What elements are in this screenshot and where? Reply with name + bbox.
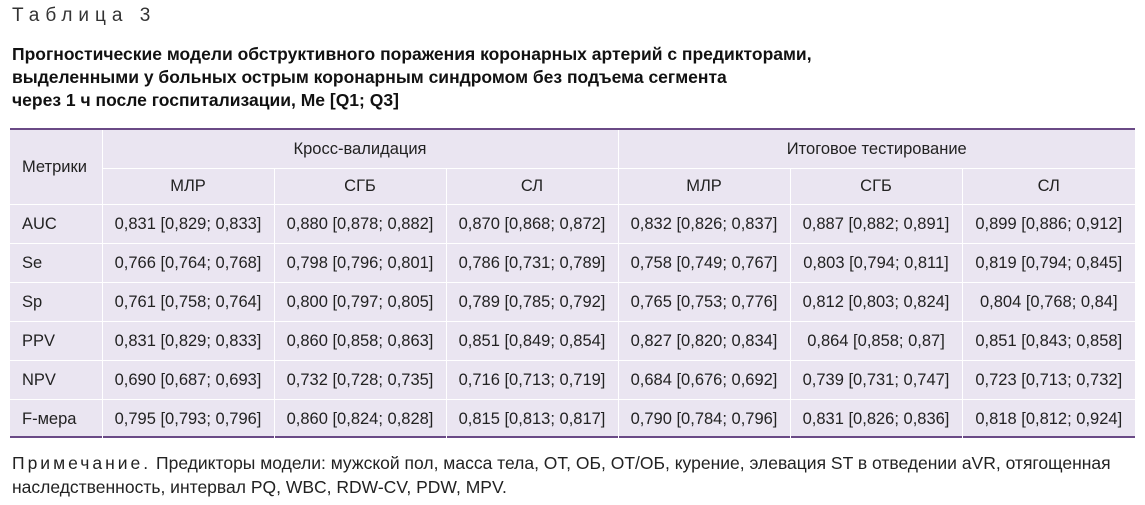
metric-value: 0,831 [0,829; 0,833] (101, 321, 274, 361)
metric-value: 0,739 [0,731; 0,747] (789, 360, 962, 400)
table-row: AUC 0,831 [0,829; 0,833] 0,880 [0,878; 0… (10, 204, 1136, 244)
subheader-sgb: СГБ (789, 168, 962, 205)
metric-name: Sp (10, 282, 102, 322)
group-header-cross-validation: Кросс-валидация (101, 130, 618, 169)
metric-value: 0,766 [0,764; 0,768] (101, 243, 274, 283)
table-title: Прогностические модели обструктивного по… (12, 43, 1132, 112)
metric-value: 0,798 [0,796; 0,801] (273, 243, 446, 283)
table-header-row: Метрики Кросс-валидация Итоговое тестиро… (10, 130, 1136, 205)
metrics-table-panel: Метрики Кросс-валидация Итоговое тестиро… (10, 128, 1136, 438)
metric-value: 0,795 [0,793; 0,796] (101, 399, 274, 438)
table-row: F-мера 0,795 [0,793; 0,796] 0,860 [0,824… (10, 399, 1136, 438)
metric-value: 0,899 [0,886; 0,912] (961, 204, 1136, 244)
group-header-final-testing: Итоговое тестирование (617, 130, 1136, 169)
table-row: NPV 0,690 [0,687; 0,693] 0,732 [0,728; 0… (10, 360, 1136, 400)
subheader-sl: СЛ (445, 168, 618, 205)
title-line: Прогностические модели обструктивного по… (12, 44, 812, 64)
metric-value: 0,804 [0,768; 0,84] (961, 282, 1136, 322)
table-row: Sp 0,761 [0,758; 0,764] 0,800 [0,797; 0,… (10, 282, 1136, 322)
metric-value: 0,761 [0,758; 0,764] (101, 282, 274, 322)
metric-value: 0,732 [0,728; 0,735] (273, 360, 446, 400)
metric-value: 0,880 [0,878; 0,882] (273, 204, 446, 244)
metric-value: 0,870 [0,868; 0,872] (445, 204, 618, 244)
metric-value: 0,860 [0,824; 0,828] (273, 399, 446, 438)
subheader-sl: СЛ (961, 168, 1136, 205)
metric-value: 0,790 [0,784; 0,796] (617, 399, 790, 438)
footnote-label: Примечание. (12, 453, 152, 473)
metric-name: Se (10, 243, 102, 283)
metric-value: 0,819 [0,794; 0,845] (961, 243, 1136, 283)
metric-name: AUC (10, 204, 102, 244)
metric-value: 0,827 [0,820; 0,834] (617, 321, 790, 361)
metric-value: 0,851 [0,849; 0,854] (445, 321, 618, 361)
metric-value: 0,684 [0,676; 0,692] (617, 360, 790, 400)
subheader-sgb: СГБ (273, 168, 446, 205)
subheader-mlr: МЛР (170, 177, 206, 195)
metric-value: 0,765 [0,753; 0,776] (617, 282, 790, 322)
metric-value: 0,815 [0,813; 0,817] (445, 399, 618, 438)
table-subheader-row: МЛР СГБ СЛ МЛР СГБ СЛ (10, 168, 1136, 205)
footnote-text: Предикторы модели: мужской пол, масса те… (12, 453, 1111, 497)
metric-value: 0,831 [0,826; 0,836] (789, 399, 962, 438)
metric-name: F-мера (10, 399, 102, 438)
title-line: выделенными у больных острым коронарным … (12, 67, 727, 87)
metric-value: 0,860 [0,858; 0,863] (273, 321, 446, 361)
subheader-mlr: МЛР (617, 168, 790, 205)
metrics-table: Метрики Кросс-валидация Итоговое тестиро… (10, 130, 1136, 438)
metric-value: 0,851 [0,843; 0,858] (961, 321, 1136, 361)
metric-value: 0,789 [0,785; 0,792] (445, 282, 618, 322)
metrics-column-header: Метрики (10, 130, 103, 205)
metric-value: 0,812 [0,803; 0,824] (789, 282, 962, 322)
metric-value: 0,723 [0,713; 0,732] (961, 360, 1136, 400)
table-row: Se 0,766 [0,764; 0,768] 0,798 [0,796; 0,… (10, 243, 1136, 283)
metric-value: 0,803 [0,794; 0,811] (789, 243, 962, 283)
metric-value: 0,831 [0,829; 0,833] (101, 204, 274, 244)
title-line: через 1 ч после госпитализации, Me [Q1; … (12, 90, 399, 110)
metric-value: 0,716 [0,713; 0,719] (445, 360, 618, 400)
metric-value: 0,758 [0,749; 0,767] (617, 243, 790, 283)
metric-value: 0,887 [0,882; 0,891] (789, 204, 962, 244)
metric-value: 0,690 [0,687; 0,693] (101, 360, 274, 400)
table-footnote: Примечание. Предикторы модели: мужской п… (12, 451, 1137, 499)
metric-value: 0,864 [0,858; 0,87] (789, 321, 962, 361)
metric-value: 0,800 [0,797; 0,805] (273, 282, 446, 322)
metric-value: 0,818 [0,812; 0,924] (961, 399, 1136, 438)
metric-value: 0,832 [0,826; 0,837] (617, 204, 790, 244)
metric-value: 0,786 [0,731; 0,789] (445, 243, 618, 283)
metric-name: PPV (10, 321, 102, 361)
table-number-label: Таблица 3 (12, 5, 157, 26)
table-row: PPV 0,831 [0,829; 0,833] 0,860 [0,858; 0… (10, 321, 1136, 361)
metric-name: NPV (10, 360, 102, 400)
